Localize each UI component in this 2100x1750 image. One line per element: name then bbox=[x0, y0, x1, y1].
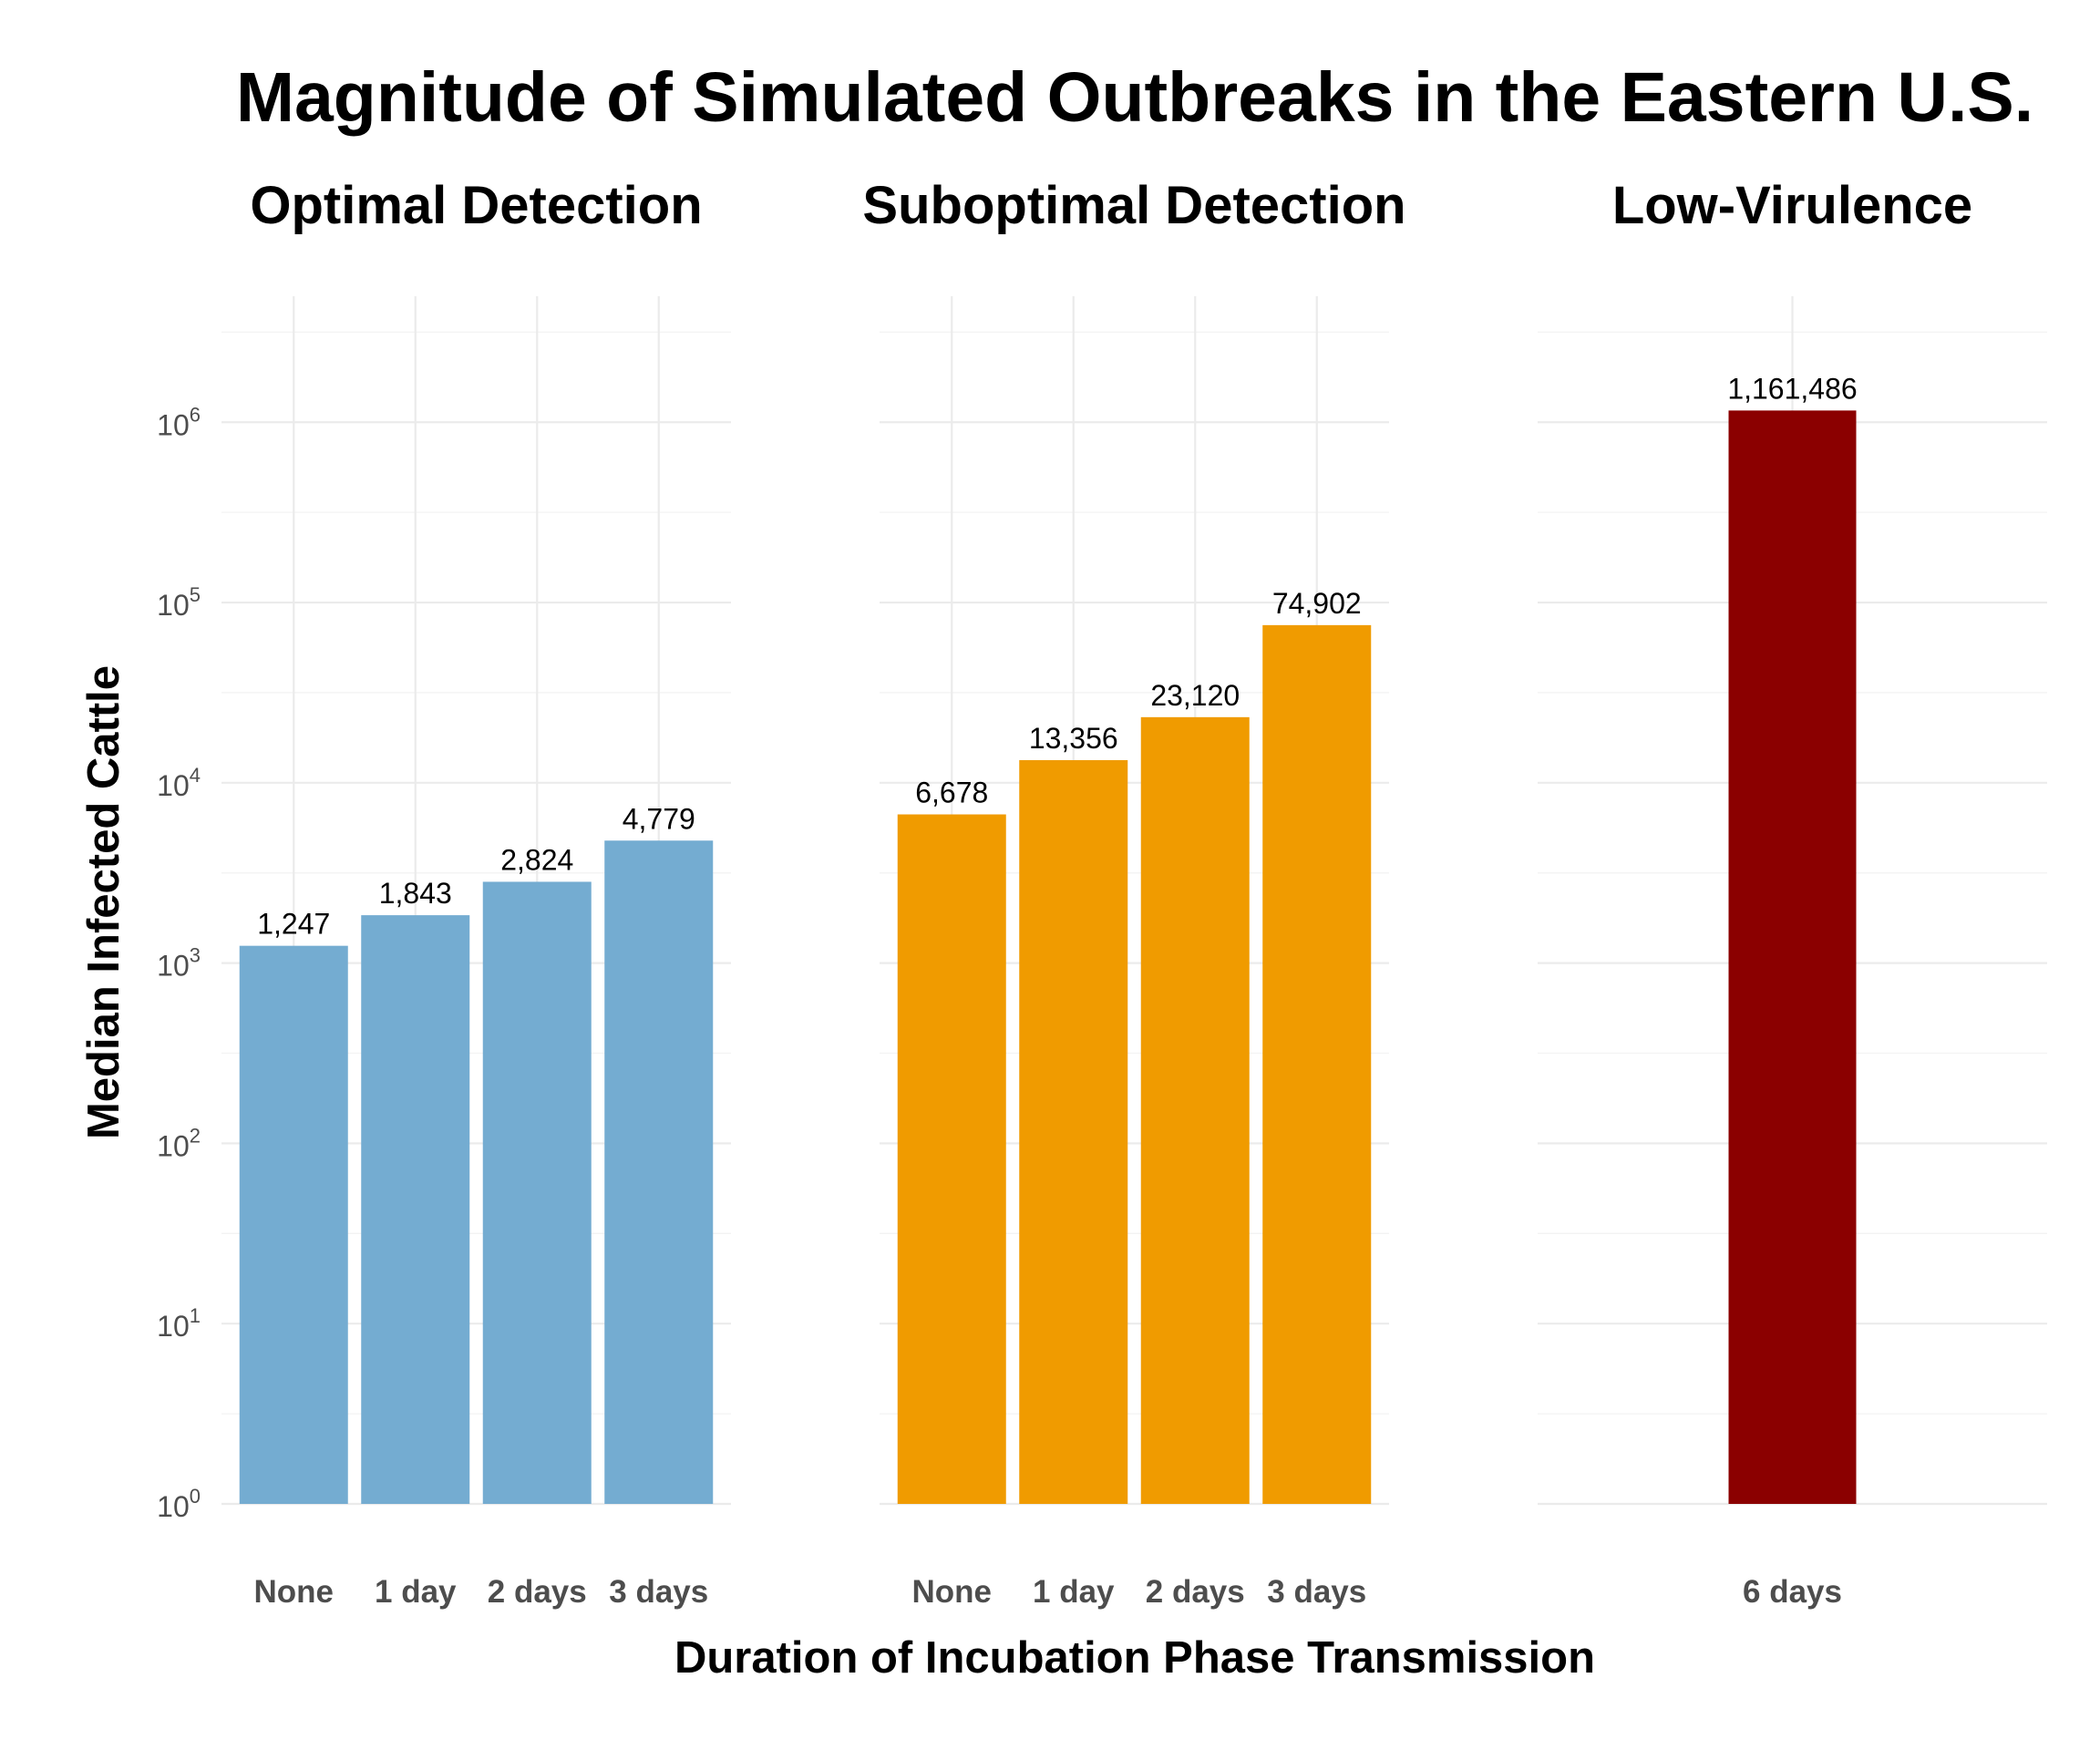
y-tick-base: 10 bbox=[157, 408, 190, 441]
bar-value-label: 1,843 bbox=[379, 877, 452, 910]
bar bbox=[482, 881, 592, 1504]
bar-value-label: 1,247 bbox=[257, 908, 330, 941]
bar bbox=[1140, 716, 1250, 1504]
y-tick-exponent: 2 bbox=[190, 1124, 201, 1147]
y-tick-label: 104 bbox=[157, 764, 201, 802]
facet-panel: Suboptimal Detection 6,678 None 13,356 1 day… bbox=[862, 176, 1405, 1610]
facet-title: Suboptimal Detection bbox=[862, 176, 1405, 235]
y-tick-label: 101 bbox=[157, 1304, 201, 1343]
facet-panel: Optimal Detection 1,247 None 1,843 1 day 2,82… bbox=[221, 176, 731, 1610]
bar-value-label: 13,356 bbox=[1029, 722, 1118, 755]
x-tick-label: 3 days bbox=[1267, 1574, 1366, 1610]
x-tick-label: 2 days bbox=[1146, 1574, 1245, 1610]
facet-title: Low-Virulence bbox=[1612, 176, 1972, 235]
x-tick-label: None bbox=[912, 1574, 993, 1610]
x-tick-label: None bbox=[254, 1574, 335, 1610]
bar bbox=[1262, 624, 1372, 1504]
bar bbox=[1728, 410, 1857, 1505]
chart-title: Magnitude of Simulated Outbreaks in the … bbox=[236, 58, 2033, 137]
bar bbox=[604, 840, 714, 1504]
bar bbox=[239, 945, 348, 1504]
y-tick-label: 103 bbox=[157, 944, 201, 983]
x-tick-label: 1 day bbox=[1033, 1574, 1115, 1610]
bar-value-label: 2,824 bbox=[500, 843, 573, 876]
bar-value-label: 74,902 bbox=[1272, 587, 1362, 620]
y-tick-base: 10 bbox=[157, 950, 190, 983]
y-tick-base: 10 bbox=[157, 589, 190, 622]
bar bbox=[1019, 759, 1128, 1504]
y-axis-title: Median Infected Cattle bbox=[79, 665, 129, 1139]
y-tick-exponent: 3 bbox=[190, 944, 201, 967]
bar bbox=[897, 814, 1006, 1504]
y-tick-exponent: 4 bbox=[190, 764, 201, 787]
bar-value-label: 4,779 bbox=[623, 802, 695, 835]
y-tick-base: 10 bbox=[157, 1490, 190, 1523]
y-tick-label: 102 bbox=[157, 1124, 201, 1162]
facet-panel: Low-Virulence 1,161,486 6 days bbox=[1538, 176, 2047, 1610]
y-tick-exponent: 1 bbox=[190, 1304, 201, 1327]
bar-value-label: 1,161,486 bbox=[1727, 372, 1857, 405]
bar-value-label: 6,678 bbox=[915, 777, 988, 809]
y-tick-label: 106 bbox=[157, 403, 201, 441]
x-tick-label: 1 day bbox=[375, 1574, 457, 1610]
facet-panels: Optimal Detection 1,247 None 1,843 1 day 2,82… bbox=[221, 176, 2047, 1610]
x-tick-label: 3 days bbox=[609, 1574, 708, 1610]
y-tick-label: 105 bbox=[157, 583, 201, 622]
y-tick-exponent: 0 bbox=[190, 1485, 201, 1508]
y-tick-exponent: 5 bbox=[190, 583, 201, 606]
y-tick-base: 10 bbox=[157, 769, 190, 802]
y-tick-base: 10 bbox=[157, 1310, 190, 1343]
x-tick-label: 6 days bbox=[1743, 1574, 1842, 1610]
facet-title: Optimal Detection bbox=[250, 176, 702, 235]
y-tick-exponent: 6 bbox=[190, 403, 201, 426]
y-tick-base: 10 bbox=[157, 1129, 190, 1162]
bar-value-label: 23,120 bbox=[1150, 679, 1240, 712]
x-axis-title: Duration of Incubation Phase Transmissio… bbox=[674, 1633, 1595, 1683]
x-tick-label: 2 days bbox=[488, 1574, 587, 1610]
y-tick-label: 100 bbox=[157, 1485, 201, 1523]
bar bbox=[361, 915, 470, 1504]
